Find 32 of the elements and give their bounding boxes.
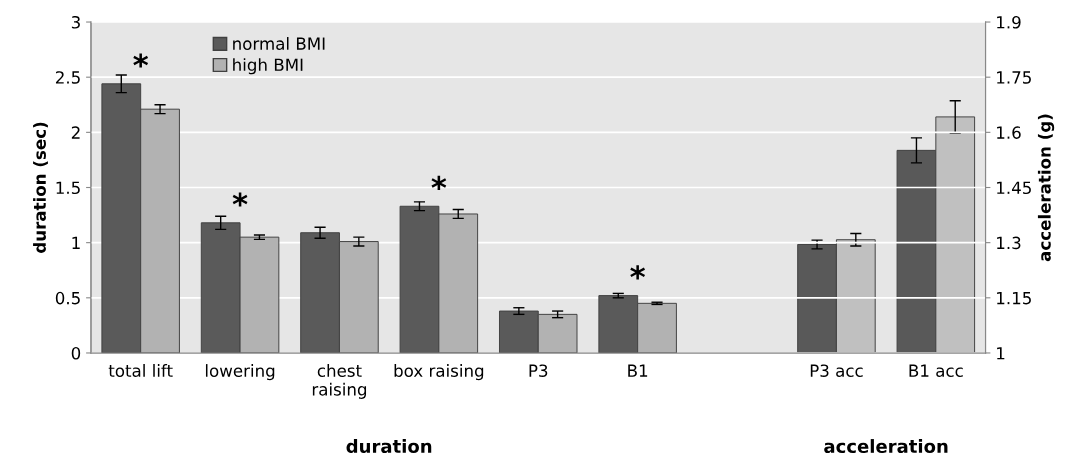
x-tick-label: B1 acc	[909, 364, 963, 377]
x-tick-label: B1	[628, 364, 648, 377]
y-tick-label: 3	[71, 15, 80, 29]
y2-tick-label: 1.9	[997, 15, 1021, 29]
y2-axis-title: acceleration (g)	[1037, 114, 1055, 262]
y-tick-label: 0.5	[55, 291, 80, 305]
y2-tick-label: 1.3	[997, 236, 1021, 250]
text: duration	[346, 439, 432, 454]
x-tick-label: box raising	[394, 364, 484, 381]
y2-tick-label: 1.15	[997, 292, 1031, 305]
y-axis-title: duration (sec)	[33, 122, 48, 253]
y2-tick-label: 1.45	[997, 181, 1031, 195]
y-tick-label: 2.5	[55, 71, 80, 84]
x-tick-label: chest raising	[312, 364, 367, 399]
y2-tick-label: 1.75	[997, 71, 1031, 84]
annotation: *	[133, 53, 149, 68]
y2-tick-label: 1.6	[997, 126, 1021, 139]
x-tick-label: total lift	[108, 364, 173, 377]
annotation: *	[630, 265, 646, 280]
annotation: *	[232, 192, 248, 207]
y-tick-label: 1	[72, 236, 80, 249]
annotation: *	[431, 175, 447, 191]
y-tick-label: 1.5	[56, 181, 80, 195]
y-tick-label: 0	[71, 346, 81, 360]
x-tick-label: P3	[529, 364, 548, 377]
y-tick-label: 2	[71, 126, 80, 139]
text: acceleration	[824, 439, 948, 454]
x-tick-label: P3 acc	[810, 364, 863, 377]
legend-label: high BMI	[233, 58, 303, 75]
x-tick-label: lowering	[205, 364, 275, 381]
y2-tick-label: 1	[997, 347, 1005, 360]
legend-label: normal BMI	[233, 37, 325, 50]
